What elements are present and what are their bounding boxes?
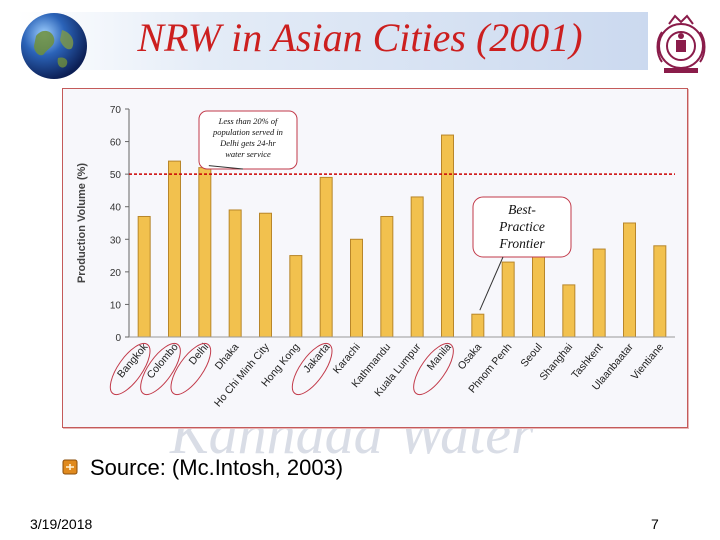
frontier-callout-text: Frontier (498, 236, 545, 251)
category-label: Shanghai (537, 341, 575, 383)
bar (137, 215, 151, 338)
frontier-callout-text: Best- (508, 202, 536, 217)
bar (350, 238, 363, 338)
delhi-callout-text: Delhi gets 24-hr (219, 138, 276, 148)
bar (592, 248, 606, 338)
frontier-callout-box (472, 196, 572, 258)
delhi-callout-text: population served in (212, 127, 283, 137)
university-seal-icon (656, 14, 706, 73)
bar (532, 255, 545, 338)
y-tick-label: 0 (115, 333, 121, 344)
category-circle (170, 342, 212, 396)
delhi-callout-box (198, 110, 298, 170)
y-axis-label: Production Volume (%) (76, 163, 88, 284)
chart-frame: 0 10 20 30 40 50 60 70 Production Volume (%) Bang… (62, 88, 688, 428)
y-tick-label: 40 (110, 203, 122, 214)
bar (501, 261, 515, 338)
category-label: Dhaka (213, 341, 242, 372)
category-circle (291, 342, 333, 396)
bar (228, 209, 242, 338)
category-label: Ho Chi Minh City (212, 341, 272, 410)
delhi-callout-pointer (208, 165, 244, 170)
category-circle (413, 342, 454, 396)
bar (259, 212, 272, 338)
y-tick-label: 30 (110, 235, 122, 246)
frontier-callout-pointer (479, 256, 504, 311)
bar (653, 245, 667, 338)
source-citation: Source: (Mc.Intosh, 2003) (90, 455, 344, 480)
delhi-callout-text: water service (225, 149, 271, 159)
globe-icon (21, 13, 87, 79)
bar (562, 284, 576, 338)
y-tick-label: 20 (110, 268, 122, 279)
y-tick-label: 60 (110, 138, 122, 149)
bullet-square-icon (62, 459, 78, 475)
bar (380, 215, 394, 338)
bar (471, 313, 485, 338)
slide-title: NRW in Asian Cities (2001) (137, 15, 583, 60)
y-tick-label: 50 (110, 170, 122, 181)
category-label: Vientiane (629, 341, 666, 382)
bar (198, 167, 212, 338)
category-label: Seoul (518, 341, 544, 369)
bar (441, 134, 454, 338)
page-number: 7 (651, 516, 659, 532)
y-tick-label: 70 (110, 105, 122, 116)
bar (623, 222, 636, 338)
category-label: Colombo (145, 341, 181, 381)
delhi-callout-text: Less than 20% of (218, 116, 279, 126)
frontier-callout-text: Practice (498, 219, 545, 234)
bar (168, 160, 181, 338)
bar (319, 176, 333, 338)
title-band (18, 12, 648, 70)
category-label: Osaka (455, 341, 484, 372)
category-circle (140, 342, 181, 396)
y-tick-label: 10 (110, 300, 122, 311)
bar (410, 196, 424, 338)
bar (289, 255, 303, 338)
category-circle (109, 342, 151, 396)
slide-date: 3/19/2018 (30, 516, 93, 532)
